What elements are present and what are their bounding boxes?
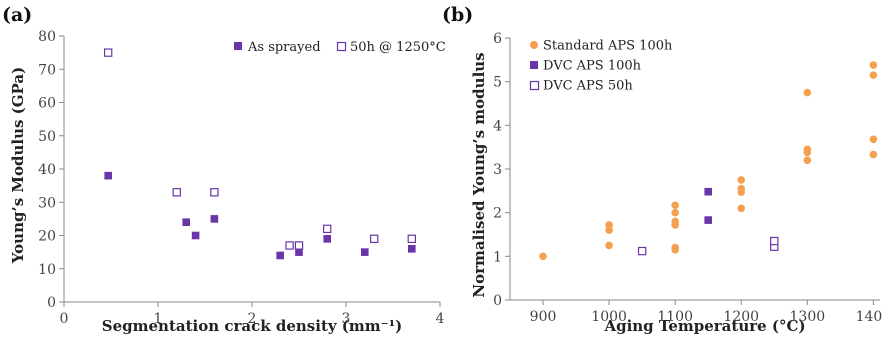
legend-b: Standard APS 100h DVC APS 100h DVC APS 5…: [529, 39, 673, 94]
data-point-50h-1250-c: [285, 241, 294, 250]
y-tick-label-a: 50: [38, 129, 56, 145]
data-point-50h-1250-c: [407, 234, 417, 244]
y-tick-label-b: 4: [493, 118, 502, 134]
data-point-standard-aps-100h: [605, 221, 613, 229]
panel-label-b: (b): [442, 4, 473, 26]
legend-label-standard-aps-100h: Standard APS 100h: [543, 39, 673, 54]
data-point-as-sprayed: [104, 171, 112, 180]
y-tick-label-b: 6: [493, 31, 502, 47]
legend-label-as-sprayed: As sprayed: [247, 40, 321, 55]
data-point-as-sprayed: [276, 251, 284, 260]
x-axis-label-a: Segmentation crack density (mm⁻¹): [102, 317, 402, 335]
panel-a: (a) Segmentation crack density (mm⁻¹) Yo…: [2, 4, 446, 335]
y-tick-label-a: 70: [38, 62, 56, 78]
data-point-standard-aps-100h: [539, 252, 547, 261]
data-point-standard-aps-100h: [803, 88, 812, 97]
y-tick-label-a: 60: [38, 96, 56, 112]
data-point-standard-aps-100h: [671, 243, 679, 252]
data-point-50h-1250-c: [370, 234, 379, 244]
legend-marker-dvc-aps-50h: [529, 80, 540, 91]
x-axis-label-b: Aging Temperature (°C): [603, 317, 805, 335]
plot-area-b: 0 1 2 3 4 5 6 900 1000 1100 1200 1300 1400: [493, 31, 883, 325]
data-point-as-sprayed: [295, 248, 303, 256]
x-tick-label-b: 1400: [856, 309, 883, 325]
data-point-as-sprayed: [323, 235, 331, 243]
y-axis-label-a: Young’s Modulus (GPa): [9, 67, 27, 264]
data-point-standard-aps-100h: [869, 150, 878, 159]
y-tick-label-b: 3: [493, 162, 502, 178]
data-point-standard-aps-100h: [737, 176, 746, 184]
y-tick-label-b: 2: [493, 206, 502, 222]
x-tick-label-a: 4: [436, 311, 445, 327]
data-point-dvc-aps-50h: [770, 236, 779, 246]
x-tick-label-b: 1200: [723, 309, 759, 325]
y-tick-label-b: 5: [493, 75, 502, 91]
legend-label-50h-1250c: 50h @ 1250°C: [350, 40, 446, 55]
legend-label-dvc-aps-50h: DVC APS 50h: [543, 79, 633, 94]
y-axis-label-b: Normalised Young’s modulus: [470, 52, 488, 297]
data-point-standard-aps-100h: [803, 156, 812, 165]
panel-label-a: (a): [2, 4, 32, 26]
data-point-dvc-aps-100h: [704, 216, 713, 224]
legend-label-dvc-aps-100h: DVC APS 100h: [543, 59, 642, 74]
y-tick-label-b: 1: [493, 249, 502, 265]
data-point-standard-aps-100h: [605, 226, 613, 234]
legend-marker-dvc-aps-100h: [530, 61, 538, 69]
data-point-standard-aps-100h: [737, 204, 746, 213]
data-point-standard-aps-100h: [605, 241, 613, 250]
x-tick-label-a: 0: [60, 311, 69, 327]
legend-marker-50h-1250c: [336, 41, 347, 52]
x-tick-label-a: 1: [154, 311, 163, 327]
x-tick-label-b: 900: [530, 309, 557, 325]
y-tick-label-a: 10: [38, 262, 56, 278]
y-tick-label-a: 0: [47, 295, 56, 311]
data-point-as-sprayed: [210, 215, 219, 223]
data-point-as-sprayed: [191, 231, 200, 240]
data-point-standard-aps-100h: [869, 71, 878, 79]
data-point-50h-1250-c: [294, 241, 304, 250]
data-point-dvc-aps-100h: [704, 187, 713, 196]
data-point-50h-1250-c: [103, 48, 113, 57]
x-tick-label-b: 1100: [657, 309, 693, 325]
x-tick-label-a: 2: [248, 311, 257, 327]
x-tick-label-b: 1000: [591, 309, 627, 325]
data-point-dvc-aps-50h: [637, 246, 647, 256]
panel-b: (b) Aging Temperature (°C) Normalised Yo…: [442, 4, 883, 335]
data-point-50h-1250-c: [172, 188, 181, 197]
y-tick-label-a: 40: [38, 162, 56, 178]
legend-a: As sprayed 50h @ 1250°C: [234, 40, 446, 55]
data-point-standard-aps-100h: [869, 135, 878, 144]
x-tick-label-a: 3: [342, 311, 351, 327]
legend-marker-standard-aps-100h: [530, 41, 538, 49]
data-point-as-sprayed: [408, 245, 416, 253]
plot-area-a: 0 10 20 30 40 50 60 70 80 0 1 2 3 4: [38, 29, 444, 327]
x-tick-label-b: 1300: [790, 309, 826, 325]
y-tick-label-b: 0: [493, 293, 502, 309]
data-point-as-sprayed: [182, 218, 190, 226]
y-tick-label-a: 30: [38, 195, 56, 211]
data-point-standard-aps-100h: [671, 217, 679, 226]
data-point-50h-1250-c: [323, 224, 332, 234]
y-tick-label-a: 80: [38, 29, 56, 45]
legend-marker-as-sprayed: [234, 42, 242, 50]
y-tick-label-a: 20: [38, 229, 56, 245]
data-point-standard-aps-100h: [671, 208, 679, 217]
data-point-standard-aps-100h: [737, 184, 746, 193]
data-point-standard-aps-100h: [671, 201, 679, 210]
data-point-as-sprayed: [361, 248, 369, 256]
data-point-50h-1250-c: [210, 188, 219, 197]
data-point-standard-aps-100h: [803, 145, 812, 154]
data-point-standard-aps-100h: [869, 61, 878, 69]
